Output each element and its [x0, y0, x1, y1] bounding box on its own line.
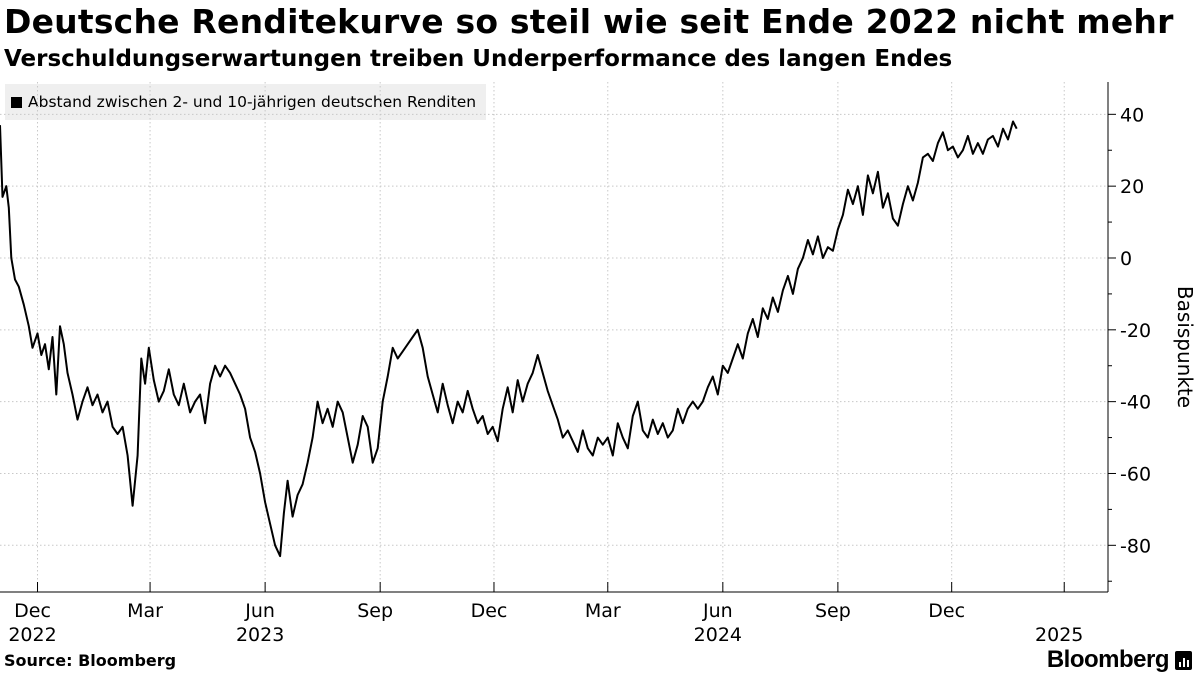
source-note: Source: Bloomberg — [4, 651, 177, 670]
grid — [0, 82, 1108, 592]
y-axis-label: Basispunkte — [1173, 286, 1197, 408]
legend-label: Abstand zwischen 2- und 10-jährigen deut… — [28, 93, 477, 111]
x-tick-label: Dec — [14, 600, 51, 622]
y-tick-label: 0 — [1120, 248, 1132, 270]
x-tick-label: Sep — [357, 600, 393, 622]
x-tick-label: Sep — [815, 600, 851, 622]
x-tick-label: Dec — [928, 600, 965, 622]
x-tick-label: Jun — [244, 600, 275, 622]
y-tick-label: 40 — [1120, 104, 1144, 126]
series-layer — [0, 120, 1018, 558]
brand-text: Bloomberg — [1046, 646, 1170, 673]
x-year-label: 2022 — [8, 624, 56, 646]
y-tick-label: -60 — [1120, 463, 1151, 485]
bloomberg-bars-icon — [1175, 650, 1192, 670]
x-tick-label: Jun — [702, 600, 733, 622]
y-tick-label: -80 — [1120, 535, 1151, 557]
bloomberg-logo: Bloomberg — [1047, 646, 1192, 674]
x-year-label: 2024 — [694, 624, 742, 646]
x-year-label: 2025 — [1035, 624, 1083, 646]
x-tick-label: Mar — [585, 600, 621, 622]
chart-subtitle: Verschuldungserwartungen treiben Underpe… — [4, 46, 953, 72]
x-tick-label: Mar — [127, 600, 163, 622]
y-tick-label: -40 — [1120, 392, 1151, 414]
y-tick-label: 20 — [1120, 176, 1144, 198]
x-tick-label: Dec — [471, 600, 508, 622]
legend-swatch-icon — [11, 96, 22, 108]
series-line — [0, 120, 1018, 558]
x-year-label: 2023 — [236, 624, 284, 646]
chart-title: Deutsche Renditekurve so steil wie seit … — [4, 2, 1174, 41]
y-tick-label: -20 — [1120, 320, 1151, 342]
